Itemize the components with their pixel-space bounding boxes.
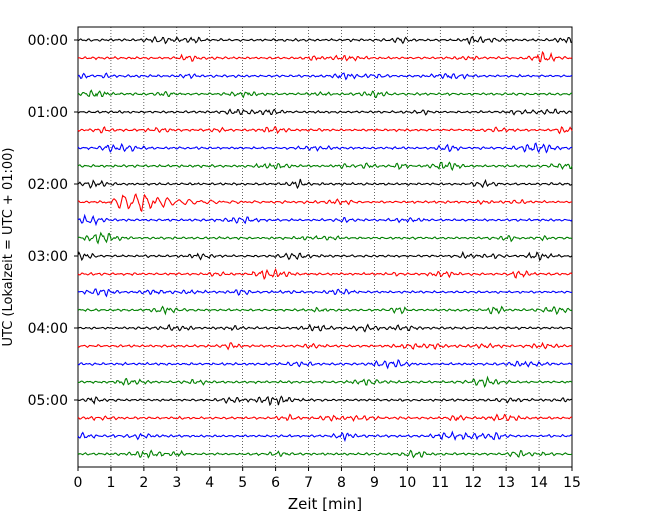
x-axis-label: Zeit [min] <box>288 495 362 513</box>
trace-0030 <box>77 72 573 81</box>
x-tick-label: 2 <box>139 475 148 491</box>
x-tick-label: 13 <box>497 475 515 491</box>
trace-0445 <box>77 375 573 388</box>
trace-0100 <box>77 108 573 116</box>
x-tick-label: 6 <box>271 475 280 491</box>
x-tick-label: 0 <box>74 475 83 491</box>
x-tick-label: 8 <box>337 475 346 491</box>
x-tick-label: 14 <box>530 475 548 491</box>
trace-0000 <box>77 35 573 46</box>
traces <box>77 35 573 459</box>
trace-0015 <box>78 50 573 63</box>
trace-0530 <box>77 430 573 443</box>
y-ticks: 00:00 01:00 02:00 03:00 04:00 05:00 <box>28 33 78 409</box>
trace-0300 <box>77 250 573 262</box>
trace-0315 <box>77 267 573 281</box>
x-tick-label: 15 <box>563 475 581 491</box>
y-tick-label: 05:00 <box>28 393 68 409</box>
x-tick-label: 11 <box>431 475 449 491</box>
trace-0500 <box>78 395 573 407</box>
trace-0330 <box>77 288 573 298</box>
x-tick-label: 3 <box>172 475 181 491</box>
trace-0215 <box>77 193 573 213</box>
trace-0345 <box>77 305 573 316</box>
trace-0415 <box>77 341 573 351</box>
y-axis-label: UTC (Lokalzeit = UTC + 01:00) <box>1 148 16 347</box>
x-tick-label: 7 <box>304 475 313 491</box>
y-tick-label: 00:00 <box>28 33 68 49</box>
trace-0245 <box>77 231 573 245</box>
x-ticks: 0 1 2 3 4 5 6 7 8 9 10 11 12 13 14 15 <box>74 467 581 491</box>
x-tick-label: 4 <box>205 475 214 491</box>
trace-0230 <box>77 213 573 227</box>
trace-0145 <box>77 161 573 172</box>
trace-0545 <box>77 449 573 459</box>
trace-0200 <box>77 178 573 190</box>
y-tick-label: 01:00 <box>28 105 68 121</box>
trace-0045 <box>77 89 573 99</box>
x-tick-label: 5 <box>238 475 247 491</box>
x-tick-label: 12 <box>464 475 482 491</box>
trace-0130 <box>77 142 572 154</box>
y-tick-label: 04:00 <box>28 321 68 337</box>
trace-0430 <box>77 358 573 370</box>
trace-0115 <box>77 126 573 135</box>
trace-0400 <box>77 323 572 333</box>
grid <box>110 27 540 467</box>
plot-frame <box>77 26 573 468</box>
plot-area: 0 1 2 3 4 5 6 7 8 9 10 11 12 13 14 15 00:0001:0002:0003… <box>28 26 581 491</box>
y-tick-label: 02:00 <box>28 177 68 193</box>
x-tick-label: 1 <box>106 475 115 491</box>
x-tick-label: 10 <box>398 475 416 491</box>
y-tick-label: 03:00 <box>28 249 68 265</box>
trace-0515 <box>77 413 573 422</box>
x-tick-label: 9 <box>370 475 379 491</box>
